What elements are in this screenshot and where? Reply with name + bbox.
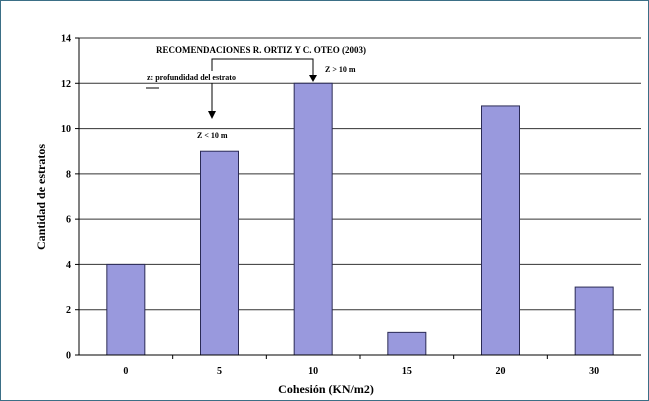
bar: [387, 331, 427, 356]
annotation-depth-note: z: profundidad del estrato: [147, 73, 236, 82]
y-tick-label: 8: [66, 169, 71, 180]
y-tick-label: 0: [66, 351, 71, 362]
y-tick-label: 2: [66, 305, 71, 316]
bar: [574, 286, 614, 356]
arrow-head-shallow: [208, 111, 216, 119]
bar: [200, 150, 239, 356]
bar: [106, 263, 146, 356]
bracket-line: [211, 58, 314, 71]
y-tick-label: 12: [61, 79, 71, 90]
y-axis-title: Cantidad de estratos: [34, 144, 48, 250]
annotations: RECOMENDACIONES R. ORTIZ Y C. OTEO (2003…: [146, 45, 366, 140]
y-tick-label: 10: [61, 124, 71, 135]
y-tick-label: 6: [66, 215, 71, 226]
x-axis-title: Cohesión (KN/m2): [278, 382, 374, 396]
axes: [75, 37, 641, 359]
y-tick-labels: 0 2 4 6 8 10 12 14: [61, 34, 71, 362]
x-tick-label: 5: [217, 366, 222, 377]
x-tick-label: 10: [308, 366, 318, 377]
x-tick-labels: 0 5 10 15 20 30: [123, 366, 599, 377]
x-tick-label: 15: [402, 366, 412, 377]
x-tick-label: 0: [123, 366, 128, 377]
y-tick-label: 14: [61, 34, 71, 45]
bar: [481, 105, 520, 356]
annotation-title: RECOMENDACIONES R. ORTIZ Y C. OTEO (2003…: [156, 45, 366, 55]
arrow-head-deep: [309, 75, 317, 82]
y-tick-label: 4: [66, 260, 71, 271]
x-tick-label: 30: [589, 366, 599, 377]
bar: [293, 82, 333, 356]
annotation-shallow: Z < 10 m: [197, 131, 228, 140]
x-tick-label: 20: [496, 366, 506, 377]
annotation-deep: Z > 10 m: [325, 65, 356, 74]
gridlines: [79, 37, 641, 311]
